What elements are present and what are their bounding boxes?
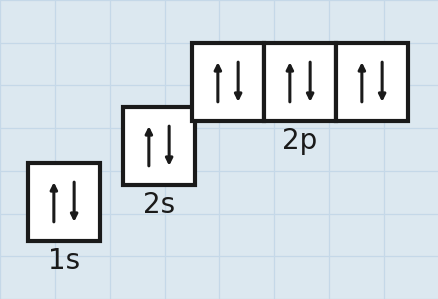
Bar: [28, 163, 100, 241]
Bar: [123, 107, 194, 185]
Bar: [263, 43, 335, 121]
Bar: [191, 43, 263, 121]
Bar: [335, 43, 407, 121]
Text: 2p: 2p: [282, 127, 317, 155]
Text: 2s: 2s: [143, 191, 175, 219]
Text: 1s: 1s: [48, 247, 80, 275]
